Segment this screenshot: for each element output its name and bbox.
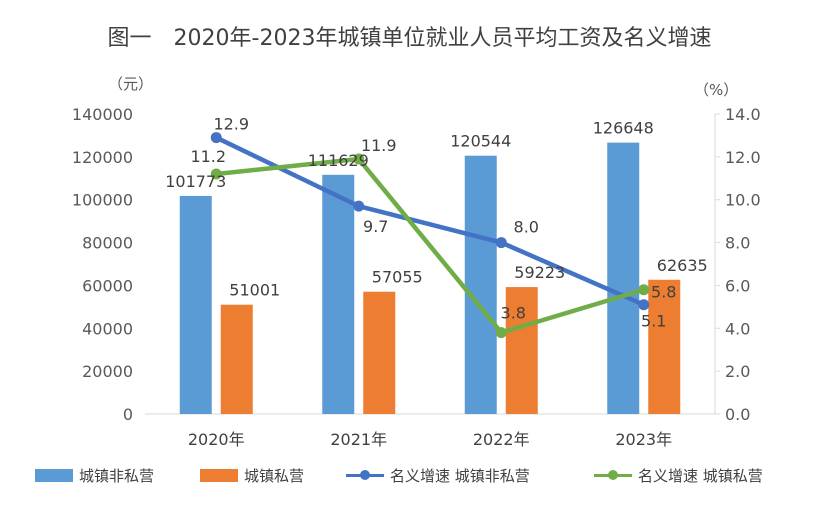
line-data-label: 11.9 xyxy=(361,136,397,155)
y-right-tick-label: 14.0 xyxy=(725,105,761,124)
bar-data-label: 120544 xyxy=(450,132,511,151)
x-tick-label: 2020年 xyxy=(188,430,245,449)
bar-data-label: 62635 xyxy=(657,256,708,275)
y-left-tick-label: 100000 xyxy=(72,191,133,210)
bar xyxy=(322,174,355,414)
legend-item-private: 城镇私营 xyxy=(200,462,304,488)
legend-label-private: 城镇私营 xyxy=(244,466,305,485)
legend-label-nonprivate: 城镇非私营 xyxy=(79,466,155,485)
line-data-label: 9.7 xyxy=(363,217,388,236)
y-right-tick-label: 0.0 xyxy=(725,405,750,424)
legend-swatch-private xyxy=(200,468,238,482)
legend-swatch-growth-nonprivate xyxy=(346,469,384,482)
y-left-tick-label: 0 xyxy=(123,405,133,424)
bar-data-label: 101773 xyxy=(165,172,226,191)
series-line xyxy=(216,156,645,335)
line-data-label: 8.0 xyxy=(514,218,539,237)
chart-title: 图一 2020年-2023年城镇单位就业人员平均工资及名义增速 xyxy=(107,26,712,51)
line-data-label: 5.8 xyxy=(651,283,676,302)
legend-label-growth-private: 名义增速 城镇私营 xyxy=(638,466,763,485)
line-data-label: 12.9 xyxy=(213,115,249,134)
line-point xyxy=(353,200,365,212)
y-left-tick-label: 140000 xyxy=(72,105,133,124)
line-point xyxy=(210,132,222,144)
x-tick-label: 2022年 xyxy=(473,430,530,449)
y-right-tick-label: 8.0 xyxy=(725,234,750,253)
legend-label-growth-nonprivate: 名义增速 城镇非私营 xyxy=(390,466,530,485)
left-axis-unit: （元） xyxy=(108,75,154,93)
bar xyxy=(505,287,538,414)
line-point xyxy=(638,284,650,296)
bar-data-label: 111629 xyxy=(308,151,369,170)
bar xyxy=(464,155,497,415)
bar-data-label: 57055 xyxy=(372,268,423,287)
y-right-tick-label: 12.0 xyxy=(725,148,761,167)
y-right-tick-label: 6.0 xyxy=(725,276,750,295)
bar xyxy=(220,304,253,414)
legend-item-nonprivate: 城镇非私营 xyxy=(35,462,154,488)
line-point xyxy=(638,299,650,311)
y-right-tick-label: 4.0 xyxy=(725,319,750,338)
bar xyxy=(363,291,396,414)
y-left-tick-label: 40000 xyxy=(82,319,133,338)
line-point xyxy=(495,237,507,249)
legend-swatch-nonprivate xyxy=(35,468,73,482)
bar xyxy=(607,142,640,414)
bar-data-label: 126648 xyxy=(593,119,654,138)
line-data-label: 11.2 xyxy=(190,147,226,166)
legend-swatch-growth-private xyxy=(594,469,632,482)
bar xyxy=(648,279,681,414)
line-data-label: 3.8 xyxy=(501,304,526,323)
legend-item-growth-nonprivate: 名义增速 城镇非私营 xyxy=(346,462,530,488)
y-left-tick-label: 60000 xyxy=(82,276,133,295)
right-axis-unit: （%） xyxy=(694,81,739,99)
y-left-tick-label: 80000 xyxy=(82,234,133,253)
y-right-tick-label: 2.0 xyxy=(725,362,750,381)
y-left-tick-label: 120000 xyxy=(72,148,133,167)
legend: 城镇非私营 城镇私营 名义增速 城镇非私营 名义增速 城镇私营 xyxy=(0,462,819,488)
x-tick-label: 2023年 xyxy=(615,430,672,449)
line-data-label: 5.1 xyxy=(641,312,666,331)
line-point xyxy=(210,168,222,180)
bar-data-label: 59223 xyxy=(514,263,565,282)
line-point xyxy=(353,153,365,165)
legend-item-growth-private: 名义增速 城镇私营 xyxy=(594,462,763,488)
bar xyxy=(179,195,212,414)
y-left-tick-label: 20000 xyxy=(82,362,133,381)
bar-data-label: 51001 xyxy=(229,281,280,300)
series-line xyxy=(215,135,645,307)
x-tick-label: 2021年 xyxy=(330,430,387,449)
line-point xyxy=(495,327,507,339)
y-right-tick-label: 10.0 xyxy=(725,191,761,210)
